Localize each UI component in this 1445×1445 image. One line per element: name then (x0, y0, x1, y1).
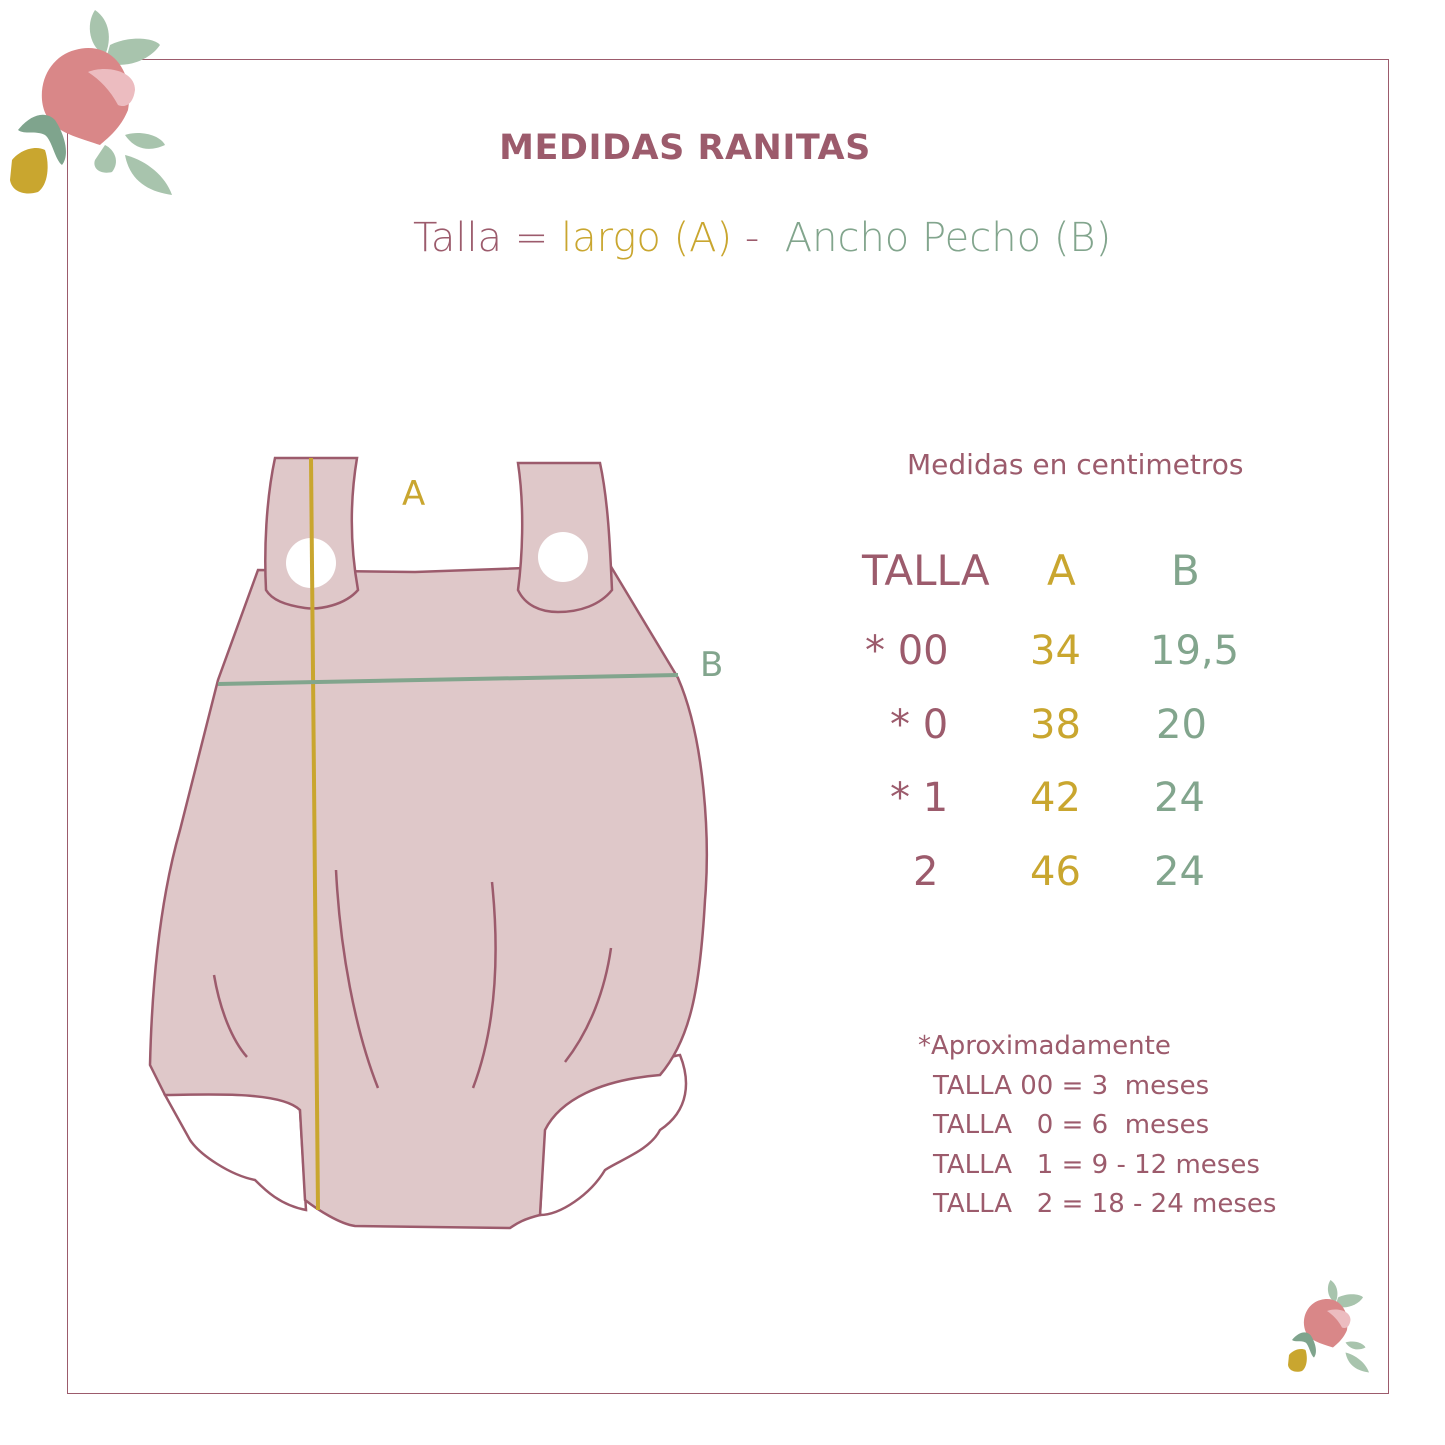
note-line: TALLA 00 = 3 meses (933, 1070, 1210, 1101)
label-a: A (402, 474, 426, 514)
row-b: 19,5 (1150, 628, 1240, 674)
units-label: Medidas en centimetros (907, 448, 1244, 481)
row-talla: * 1 (890, 775, 949, 821)
flower-decoration-top-left (10, 10, 172, 195)
measure-line-b (217, 673, 679, 686)
flower-decoration-bottom-right (1288, 1280, 1369, 1373)
header-a: A (1047, 546, 1076, 595)
formula-sep: - (732, 215, 785, 261)
approx-notes: *Aproximadamente TALLA 00 = 3 meses TALLA … (918, 1027, 1276, 1225)
row-b: 24 (1154, 775, 1205, 821)
romper-garment (148, 456, 708, 1230)
header-b: B (1171, 546, 1200, 595)
note-line: TALLA 0 = 6 meses (933, 1110, 1210, 1140)
page-border (67, 59, 1389, 1394)
row-a: 34 (1030, 628, 1081, 674)
measure-line-a (309, 457, 320, 1211)
row-b: 24 (1154, 849, 1205, 895)
note-line: TALLA 2 = 18 - 24 meses (933, 1189, 1277, 1219)
row-a: 46 (1030, 849, 1081, 895)
note-line: TALLA 1 = 9 - 12 meses (933, 1149, 1260, 1180)
formula-talla: Talla = (413, 215, 562, 261)
row-talla: 2 (913, 849, 939, 895)
row-a: 38 (1030, 702, 1081, 748)
row-talla: * 00 (865, 628, 949, 674)
row-talla: * 0 (890, 702, 949, 748)
page-title: MEDIDAS RANITAS (499, 128, 871, 168)
row-b: 20 (1156, 702, 1207, 748)
size-formula: Talla = largo (A) - Ancho Pecho (B) (413, 215, 1111, 261)
header-talla: TALLA (862, 546, 990, 595)
notes-heading: *Aproximadamente (918, 1031, 1171, 1061)
formula-largo: largo (A) (561, 215, 733, 261)
formula-ancho: Ancho Pecho (B) (784, 215, 1112, 261)
row-a: 42 (1030, 775, 1081, 821)
label-b: B (700, 645, 724, 685)
